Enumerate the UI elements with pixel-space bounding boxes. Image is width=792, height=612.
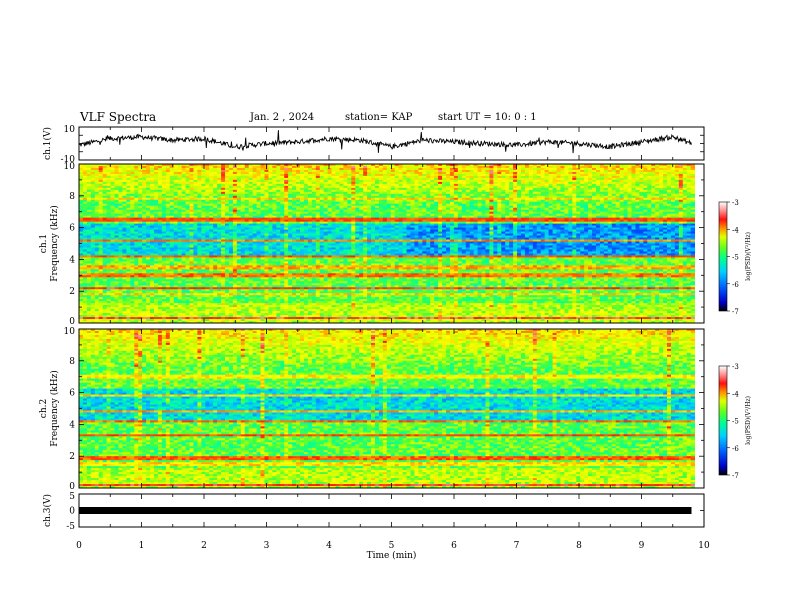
spectrogram-ch1-image: [79, 164, 695, 323]
waveform-ch1-trace: [79, 130, 692, 153]
y-tick-label: 10: [64, 125, 76, 135]
waveform-ch1-ylabel: ch.1(V): [42, 127, 53, 160]
